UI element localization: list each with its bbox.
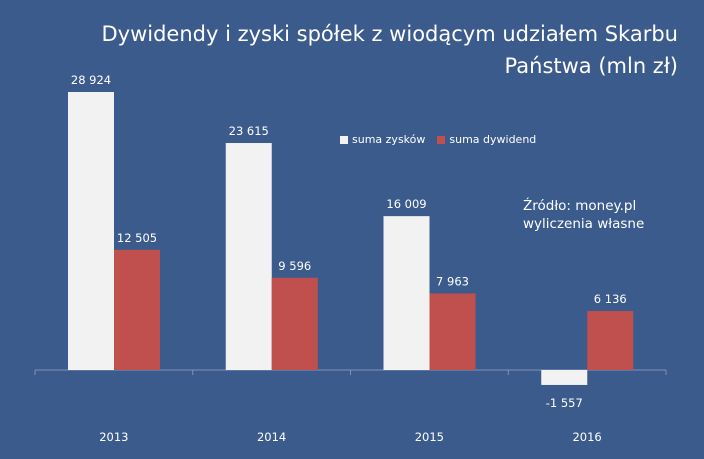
bar-profits-2015	[383, 216, 430, 370]
data-label-profits-2014: 23 615	[229, 124, 269, 138]
source-line-1: Źródło: money.pl	[523, 198, 637, 214]
chart-title-line-1: Dywidendy i zyski spółek z wiodącym udzi…	[101, 22, 678, 46]
x-tick-label-2013: 2013	[99, 430, 128, 444]
x-tick-label-2016: 2016	[572, 430, 601, 444]
data-label-dividends-2014: 9 596	[278, 259, 311, 273]
legend-label-profits: suma zysków	[352, 133, 426, 146]
legend-swatch-profits	[340, 135, 348, 144]
bar-dividends-2014	[271, 277, 318, 370]
legend-item-dividends: suma dywidend	[437, 133, 536, 146]
data-label-dividends-2015: 7 963	[436, 274, 469, 288]
data-label-dividends-2013: 12 505	[117, 231, 157, 245]
bar-profits-2013	[68, 92, 114, 370]
legend-swatch-dividends	[437, 135, 446, 144]
data-label-profits-2016: -1 557	[546, 396, 583, 410]
bar-dividends-2013	[114, 249, 160, 370]
data-label-profits-2015: 16 009	[386, 197, 426, 211]
bar-dividends-2016	[587, 311, 634, 370]
data-label-profits-2013: 28 924	[71, 73, 111, 87]
source-note: Źródło: money.pl wyliczenia własne	[523, 197, 644, 233]
x-tick-label-2014: 2014	[257, 430, 286, 444]
bar-profits-2016	[541, 370, 588, 385]
bar-dividends-2015	[429, 293, 476, 370]
legend: suma zysków suma dywidend	[340, 133, 536, 146]
legend-label-dividends: suma dywidend	[449, 133, 537, 146]
data-label-dividends-2016: 6 136	[594, 292, 627, 306]
bar-profits-2014	[225, 143, 272, 370]
source-line-2: wyliczenia własne	[523, 216, 645, 232]
x-tick-label-2015: 2015	[415, 430, 444, 444]
chart-title-line-2: Państwa (mln zł)	[504, 54, 678, 78]
legend-item-profits: suma zysków	[340, 133, 425, 146]
